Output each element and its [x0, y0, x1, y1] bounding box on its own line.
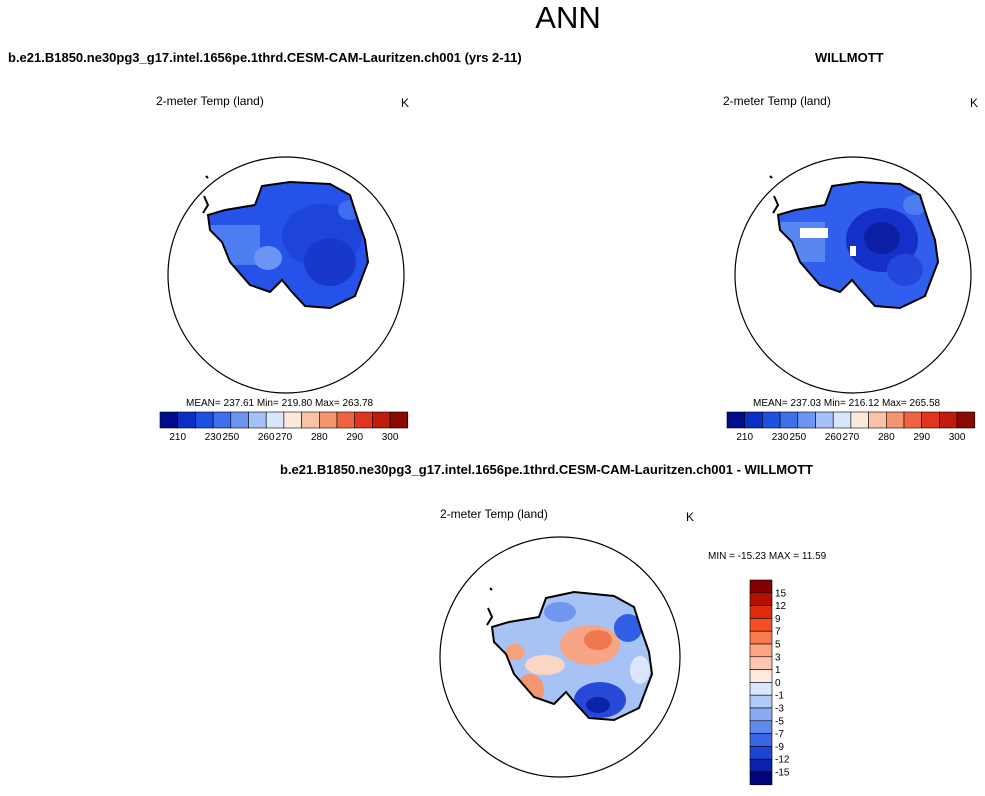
panel3-colorbar-swatch	[749, 720, 773, 734]
panel1-unit: K	[401, 96, 410, 110]
panel1-colorbar-tick-label: 250	[222, 432, 239, 443]
panel3-colorbar-swatch	[749, 643, 773, 658]
panel3-colorbar-swatch	[749, 707, 773, 722]
panel2-case-title: WILLMOTT	[815, 50, 884, 65]
panel2-unit: K	[970, 96, 979, 110]
panel3-colorbar-swatch	[749, 656, 773, 670]
panel3-colorbar-swatch	[749, 618, 773, 632]
panel3-colorbar-tick-label: 1	[775, 665, 781, 676]
panel3-colorbar-tick-label: -3	[775, 704, 784, 715]
panel3-case-title: b.e21.B1850.ne30pg3_g17.intel.1656pe.1th…	[280, 462, 814, 477]
panel2-colorbar-swatch	[956, 411, 976, 429]
panel3-colorbar-swatch	[749, 605, 773, 619]
panel2-colorbar-tick-label: 230	[772, 432, 789, 443]
panel1-subtitle: 2-meter Temp (land)	[156, 94, 264, 108]
panel1-colorbar: 210 230 250 260 270 280 290 300	[159, 411, 409, 443]
panel3-colorbar-tick-label: -12	[775, 755, 790, 766]
panel3-colorbar-tick-label: -15	[775, 768, 790, 779]
panel3-colorbar-swatch	[749, 746, 773, 760]
panel3-colorbar-tick-label: 12	[775, 601, 787, 612]
panel1-colorbar-tick-label: 210	[169, 432, 186, 443]
panel3-colorbar-swatch	[749, 771, 773, 786]
panel2-colorbar-tick-label: 290	[913, 432, 930, 443]
panel1-case-title: b.e21.B1850.ne30pg3_g17.intel.1656pe.1th…	[8, 50, 522, 65]
panel3-coastline	[490, 590, 654, 722]
panel3-colorbar-swatch	[749, 694, 773, 709]
panel2-subtitle: 2-meter Temp (land)	[723, 94, 831, 108]
panel1-colorbar-tick-label: 300	[382, 432, 399, 443]
panel2-colorbar-tick-label: 210	[736, 432, 753, 443]
panel3-colorbar-tick-label: 3	[775, 652, 781, 663]
panel1-map-boundary	[167, 156, 405, 394]
panel3-colorbar-tick-label: 0	[775, 678, 781, 689]
panel3-colorbar-tick-label: -7	[775, 729, 784, 740]
panel1-stats: MEAN= 237.61 Min= 219.80 Max= 263.78	[186, 398, 374, 409]
panel2-colorbar-tick-label: 280	[878, 432, 895, 443]
panel3-colorbar-swatch	[749, 579, 773, 594]
panel1-coastline	[206, 180, 370, 310]
panel1-colorbar-tick-label: 270	[276, 432, 293, 443]
panel2-coastline	[776, 180, 940, 310]
panel3-colorbar-tick-label: 9	[775, 614, 781, 625]
panel1-colorbar-tick-label: 260	[258, 432, 275, 443]
panel3-map-boundary	[439, 536, 681, 778]
panel3-colorbar-swatch	[749, 630, 773, 645]
panel3-colorbar: 15 12 9 7 53 1 0 -1 -3-5 -7 -9 -12 -15	[749, 579, 790, 786]
panel2-colorbar-tick-label: 300	[949, 432, 966, 443]
panel3-colorbar-swatch	[749, 669, 773, 683]
panel3-subtitle: 2-meter Temp (land)	[440, 507, 548, 521]
panel3-colorbar-tick-label: 15	[775, 588, 787, 599]
panel3-colorbar-tick-label: -9	[775, 742, 784, 753]
panel3-colorbar-tick-label: -5	[775, 716, 784, 727]
panel1-colorbar-swatch	[389, 411, 409, 429]
panel2-map-boundary	[734, 156, 972, 394]
panel3-colorbar-swatch	[749, 592, 773, 606]
panel1-colorbar-tick-label: 230	[205, 432, 222, 443]
panel2-colorbar: 210 230 250 260 270 280 290 300	[726, 411, 976, 443]
panel2-stats: MEAN= 237.03 Min= 216.12 Max= 265.58	[753, 398, 941, 409]
panel3-colorbar-tick-label: -1	[775, 691, 784, 702]
figure-title: ANN	[535, 0, 601, 35]
panel3-unit: K	[686, 510, 695, 524]
panel2-colorbar-tick-label: 270	[843, 432, 860, 443]
panel3-colorbar-swatch	[749, 682, 773, 696]
panel3-colorbar-swatch	[749, 733, 773, 747]
panel1-colorbar-tick-label: 280	[311, 432, 328, 443]
panel1-colorbar-tick-label: 290	[346, 432, 363, 443]
panel3-colorbar-swatch	[749, 758, 773, 773]
panel3-colorbar-tick-label: 7	[775, 627, 781, 638]
panel2-colorbar-tick-label: 250	[789, 432, 806, 443]
panel3-stats: MIN = -15.23 MAX = 11.59	[708, 551, 827, 562]
panel2-colorbar-tick-label: 260	[825, 432, 842, 443]
panel3-colorbar-tick-label: 5	[775, 640, 781, 651]
